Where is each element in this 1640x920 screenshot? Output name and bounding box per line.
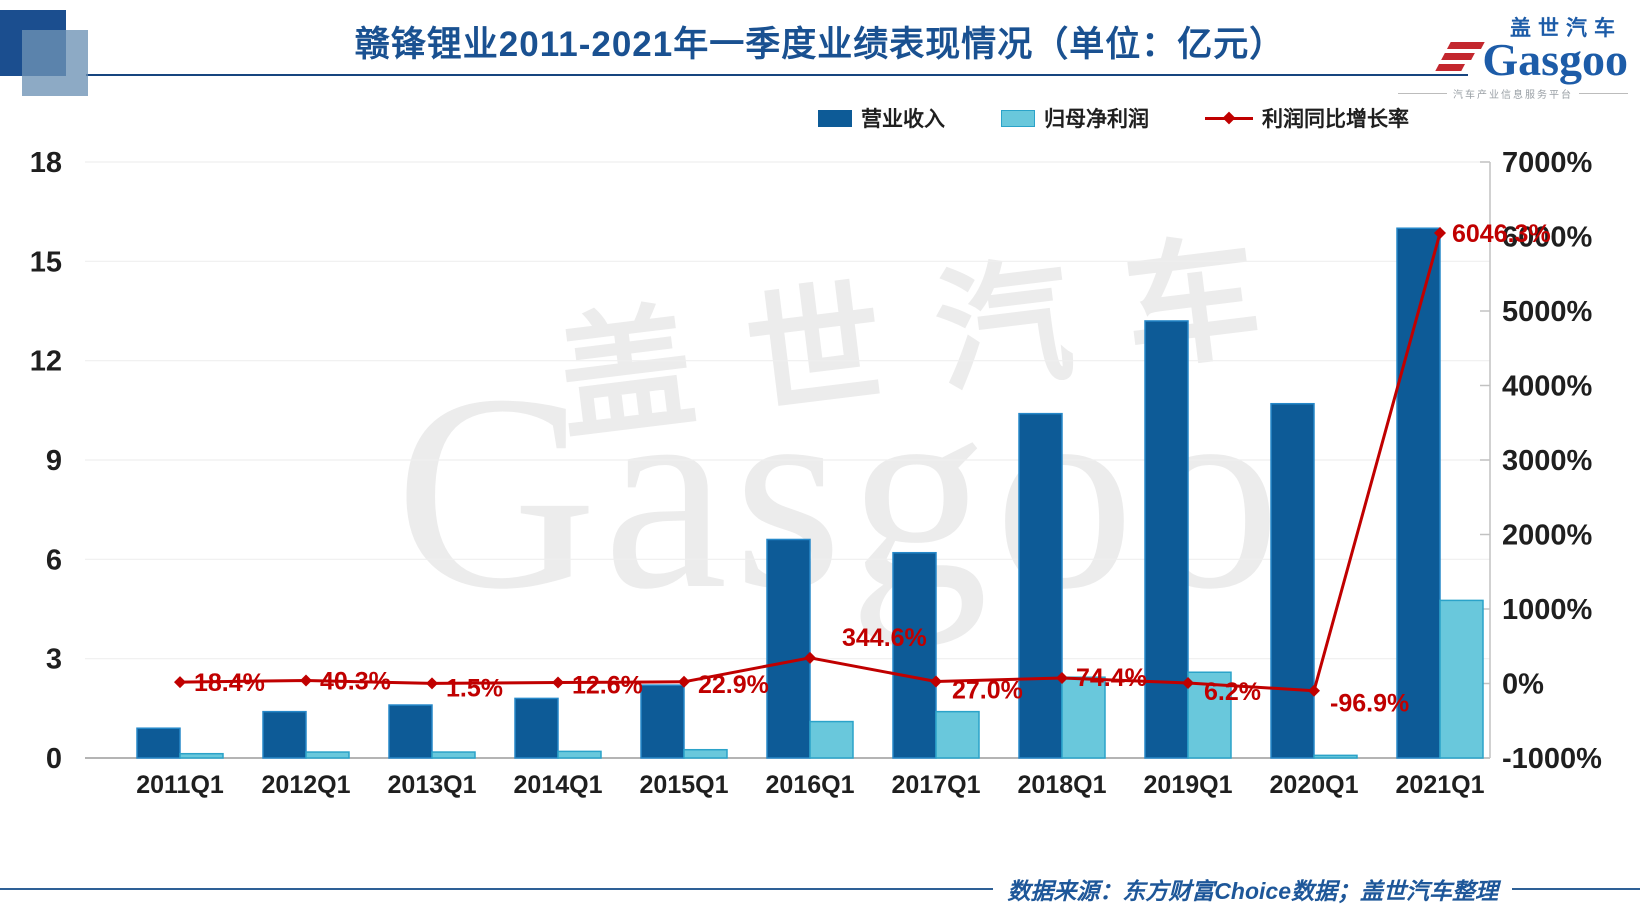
page-title: 赣锋锂业2011-2021年一季度业绩表现情况（单位：亿元）	[354, 25, 1286, 64]
legend-swatch-growth-line-icon	[1205, 116, 1253, 120]
svg-text:2017Q1: 2017Q1	[892, 771, 981, 799]
watermark-en: Gasgoo	[395, 336, 1287, 647]
svg-text:2019Q1: 2019Q1	[1144, 771, 1233, 799]
svg-text:2011Q1: 2011Q1	[136, 771, 224, 799]
logo-tagline: 汽车产业信息服务平台	[1398, 86, 1628, 101]
svg-text:6046.3%: 6046.3%	[1452, 220, 1551, 248]
svg-text:2013Q1: 2013Q1	[388, 771, 477, 799]
svg-text:0: 0	[46, 743, 62, 775]
legend-item-revenue: 营业收入	[818, 103, 945, 133]
svg-text:2020Q1: 2020Q1	[1270, 771, 1359, 799]
footer-divider-left	[0, 888, 994, 890]
svg-text:3000%: 3000%	[1502, 445, 1593, 477]
svg-text:18: 18	[30, 147, 62, 179]
svg-text:5000%: 5000%	[1502, 296, 1593, 328]
svg-text:2015Q1: 2015Q1	[640, 771, 729, 799]
legend-label-revenue: 营业收入	[861, 108, 945, 131]
logo-stripes-icon	[1435, 42, 1486, 72]
bars-net-profit	[179, 599, 1484, 759]
footer-divider-right	[1512, 888, 1640, 890]
svg-text:-1000%: -1000%	[1502, 743, 1602, 775]
growth-line-markers	[174, 227, 1446, 697]
svg-text:3: 3	[46, 644, 62, 676]
svg-text:7000%: 7000%	[1502, 147, 1593, 179]
bars-revenue	[136, 227, 1441, 759]
svg-text:2000%: 2000%	[1502, 520, 1593, 552]
svg-text:15: 15	[30, 246, 62, 278]
svg-text:12.6%: 12.6%	[572, 672, 643, 700]
svg-text:1.5%: 1.5%	[446, 674, 503, 702]
x-axis-labels: 2011Q1 2012Q1 2013Q1 2014Q1 2015Q1 2016Q1 2017…	[136, 771, 1484, 799]
logo-brand-en: Gasgoo	[1482, 34, 1628, 85]
svg-text:18.4%: 18.4%	[194, 669, 265, 697]
svg-text:6: 6	[46, 544, 62, 576]
legend-label-growth-rate: 利润同比增长率	[1262, 108, 1409, 131]
growth-line-data-labels: 18.4% 40.3% 1.5% 12.6% 22.9% 344.6% 27.0% 74.4%…	[194, 220, 1551, 718]
legend-swatch-revenue	[818, 109, 852, 127]
svg-text:2014Q1: 2014Q1	[514, 771, 603, 799]
legend-swatch-net-profit	[1001, 109, 1035, 127]
svg-text:2021Q1: 2021Q1	[1396, 771, 1485, 799]
svg-text:4000%: 4000%	[1502, 371, 1593, 403]
svg-text:9: 9	[46, 445, 62, 477]
chart-legend: 营业收入 归母净利润 利润同比增长率	[818, 103, 1409, 133]
svg-text:27.0%: 27.0%	[952, 676, 1023, 704]
svg-text:6000%: 6000%	[1502, 222, 1593, 254]
svg-text:6.2%: 6.2%	[1204, 678, 1261, 706]
legend-item-net-profit: 归母净利润	[1001, 103, 1149, 133]
data-source-note: 数据来源：东方财富Choice数据；盖世汽车整理	[1007, 878, 1498, 904]
svg-text:74.4%: 74.4%	[1076, 664, 1147, 692]
svg-text:40.3%: 40.3%	[320, 667, 391, 695]
svg-text:22.9%: 22.9%	[698, 671, 769, 699]
deco-square-light	[22, 30, 88, 96]
svg-text:12: 12	[30, 346, 62, 378]
svg-text:0%: 0%	[1502, 669, 1544, 701]
gasgoo-logo: 盖世汽车 Gasgoo 汽车产业信息服务平台	[1398, 12, 1628, 101]
legend-item-growth-rate: 利润同比增长率	[1205, 103, 1409, 133]
svg-text:2018Q1: 2018Q1	[1018, 771, 1107, 799]
svg-text:344.6%: 344.6%	[842, 624, 927, 652]
title-underline	[86, 74, 1468, 76]
svg-text:1000%: 1000%	[1502, 594, 1593, 626]
legend-label-net-profit: 归母净利润	[1044, 108, 1149, 131]
svg-text:-96.9%: -96.9%	[1330, 690, 1409, 718]
svg-text:2012Q1: 2012Q1	[262, 771, 351, 799]
svg-text:2016Q1: 2016Q1	[766, 771, 855, 799]
footer: 数据来源：东方财富Choice数据；盖世汽车整理	[0, 872, 1640, 906]
right-axis-labels: -1000% 0% 1000% 2000% 3000% 4000% 5000% 6000% 70…	[1502, 147, 1602, 775]
logo-brand-cn: 盖世汽车	[1510, 17, 1622, 40]
left-axis-labels: 0 3 6 9 12 15 18	[30, 147, 62, 775]
